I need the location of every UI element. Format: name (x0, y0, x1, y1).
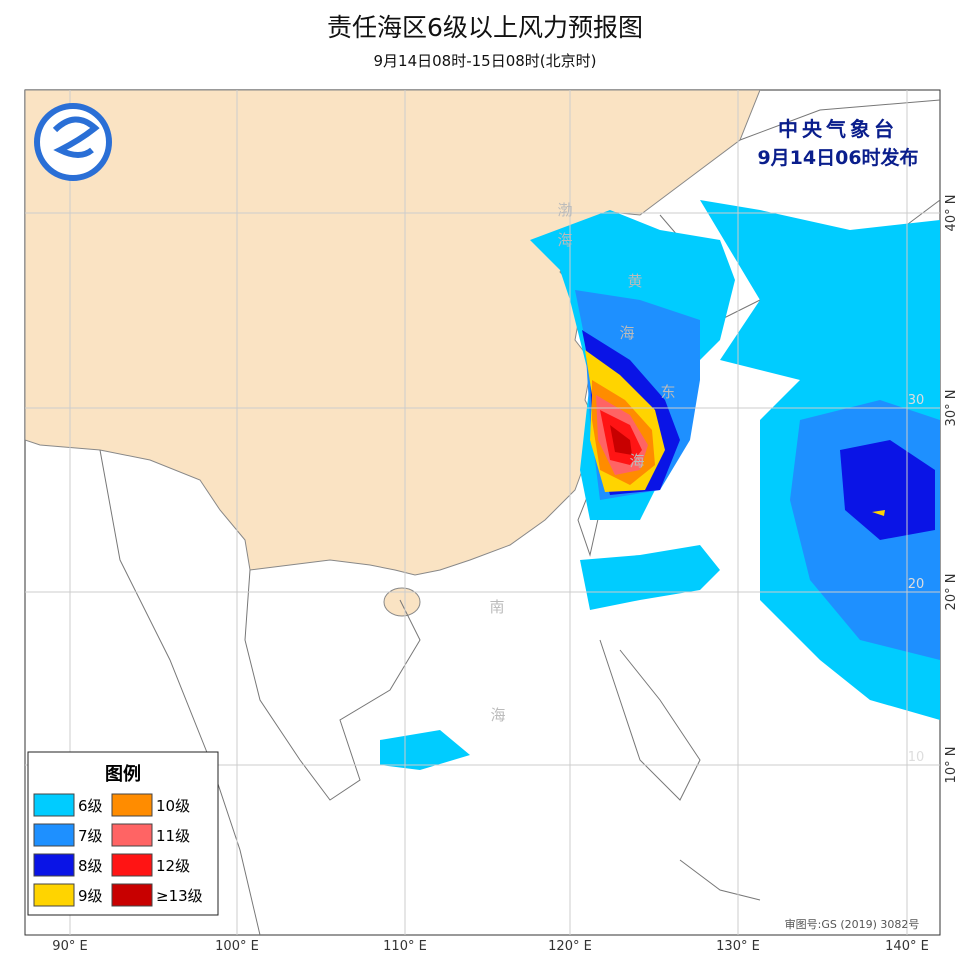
lon-label: 90° E (52, 939, 87, 954)
legend: 图例 6级 7级 8级 9级 10级 11级 12级 ≥13级 (27, 751, 219, 916)
subtitle: 9月14日08时-15日08时(北京时) (373, 52, 596, 70)
legend-swatch (111, 793, 153, 817)
legend-swatch (33, 793, 75, 817)
lon-label: 100° E (215, 939, 259, 954)
map-body (25, 90, 940, 935)
legend-swatch (111, 823, 153, 847)
inner-lat-label: 20 (908, 577, 925, 592)
lon-label: 140° E (885, 939, 929, 954)
lat-label: 10° N (944, 747, 959, 784)
wind-area (610, 425, 632, 455)
title: 责任海区6级以上风力预报图 (327, 13, 643, 42)
legend-label: 12级 (156, 857, 190, 875)
sea-label: 南 (489, 598, 504, 616)
sea-label: 海 (490, 706, 505, 724)
legend-swatch (111, 883, 153, 907)
sea-label: 海 (557, 231, 572, 249)
logo-mark (52, 116, 100, 158)
lat-label: 40° N (944, 195, 959, 232)
legend-label: 10级 (156, 797, 190, 815)
lat-label: 20° N (944, 574, 959, 611)
sea-label: 海 (629, 452, 644, 470)
legend-swatch (111, 853, 153, 877)
legend-swatch (33, 853, 75, 877)
issuer: 中央气象台 (778, 117, 898, 141)
hainan (383, 587, 421, 617)
sea-label: 渤 (557, 201, 572, 219)
legend-swatch (33, 823, 75, 847)
sea-label: 黄 (627, 272, 642, 290)
inner-lat-label: 10 (908, 750, 925, 765)
legend-label: ≥13级 (156, 887, 203, 905)
wind-area (580, 545, 720, 610)
approval: 审图号:GS (2019) 3082号 (785, 917, 920, 931)
legend-label: 9级 (78, 887, 103, 905)
legend-label: 6级 (78, 797, 103, 815)
legend-label: 11级 (156, 827, 190, 845)
legend-swatch (33, 883, 75, 907)
issue-time: 9月14日06时发布 (757, 146, 918, 169)
legend-title: 图例 (105, 763, 141, 785)
sea-label: 海 (619, 324, 634, 342)
lon-label: 120° E (548, 939, 592, 954)
legend-label: 7级 (78, 827, 103, 845)
wind-areas (380, 200, 940, 770)
inner-lat-label: 30 (908, 393, 925, 408)
wind-area (840, 440, 935, 540)
lon-label: 110° E (383, 939, 427, 954)
lon-label: 130° E (716, 939, 760, 954)
sea-label: 东 (660, 383, 675, 401)
lat-label: 30° N (944, 390, 959, 427)
wind-area (380, 730, 470, 770)
wind-area (872, 510, 885, 516)
legend-label: 8级 (78, 857, 103, 875)
